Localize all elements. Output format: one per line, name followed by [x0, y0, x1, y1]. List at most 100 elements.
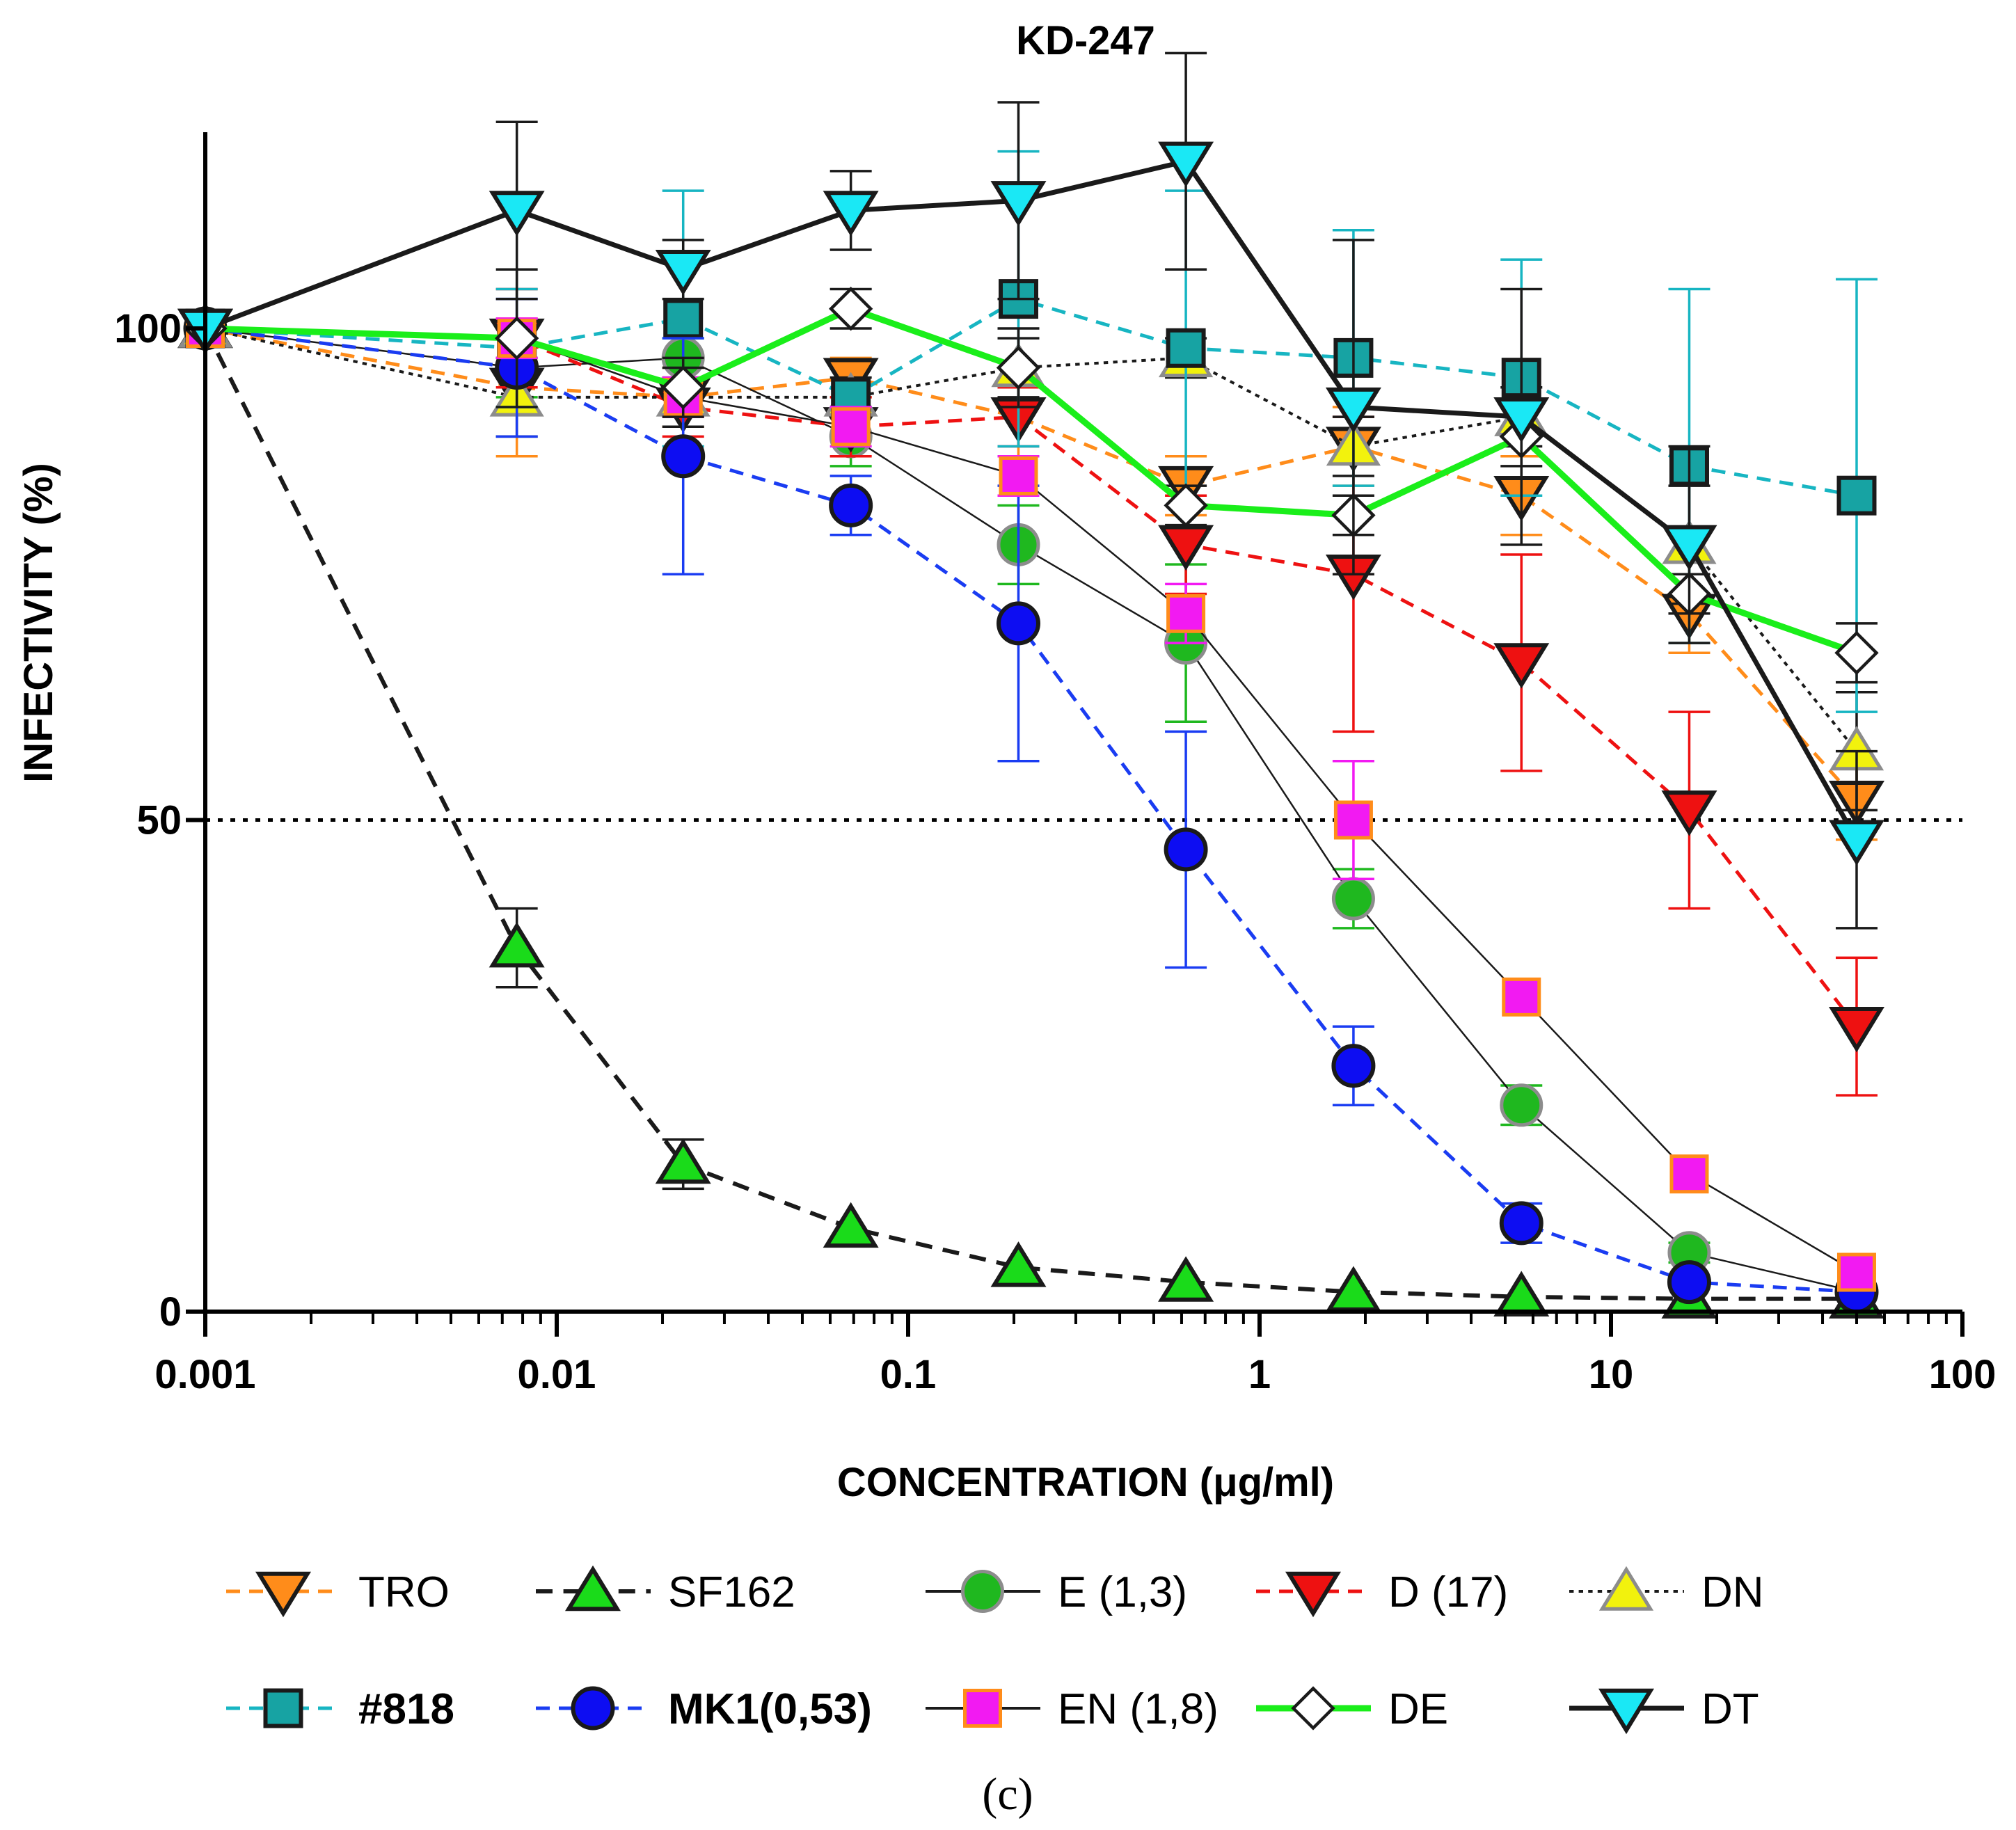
data-point	[655, 250, 711, 296]
axes-layer: 0 50 100 0.001 0.01 0.1 1 10 100	[114, 132, 1996, 1397]
x-tick-label: 10	[1589, 1352, 1634, 1397]
legend-marker	[263, 1688, 303, 1728]
legend-item-dt: DT	[1569, 1685, 1759, 1735]
legend-marker	[1291, 1686, 1335, 1730]
data-point	[1164, 827, 1208, 872]
legend: TRO SF162 E (1,3) D (17) DN #818 MK1(0,53) EN (…	[226, 1565, 1764, 1735]
data-point	[1836, 475, 1877, 516]
data-point	[489, 921, 545, 968]
data-point	[997, 601, 1041, 646]
data-point	[1158, 141, 1214, 188]
data-point	[1669, 1154, 1709, 1194]
data-point	[1502, 977, 1541, 1017]
series-line-dt	[204, 159, 1859, 841]
data-point	[1493, 1271, 1550, 1317]
legend-marker	[565, 1565, 621, 1612]
data-point	[489, 191, 545, 237]
series-line-de	[205, 305, 1858, 656]
data-point	[1158, 1256, 1214, 1302]
legend-label: TRO	[358, 1568, 450, 1616]
legend-item-sf162: SF162	[536, 1565, 795, 1616]
data-point	[990, 1241, 1047, 1287]
series-dt	[177, 51, 1884, 930]
data-point	[655, 1138, 711, 1184]
legend-marker	[961, 1570, 1004, 1613]
data-point	[996, 345, 1041, 390]
series-layer	[177, 51, 1884, 1319]
data-point	[661, 434, 706, 479]
data-point	[1331, 877, 1375, 921]
data-point	[1166, 594, 1206, 633]
data-point	[828, 287, 873, 331]
series-line-tro	[205, 326, 1858, 802]
data-point	[823, 191, 879, 237]
legend-label: MK1(0,53)	[668, 1685, 872, 1733]
data-point	[663, 299, 704, 339]
x-tick-label: 0.1	[880, 1352, 937, 1397]
data-point	[1661, 525, 1717, 571]
series-line-mk1-0-53	[205, 326, 1857, 1294]
series-line-sf162	[203, 327, 1857, 1301]
data-point	[1828, 820, 1884, 866]
x-tick-label: 100	[1929, 1352, 1997, 1397]
data-point	[990, 181, 1047, 227]
legend-marker	[963, 1689, 1002, 1728]
y-tick-label: 0	[159, 1289, 182, 1335]
legend-marker	[571, 1686, 615, 1730]
data-point	[831, 407, 871, 447]
data-point	[1500, 1083, 1543, 1127]
data-point	[1325, 1266, 1381, 1312]
data-point	[494, 316, 539, 360]
data-point	[1499, 1201, 1543, 1246]
data-point	[661, 365, 706, 410]
series-line-d-17	[205, 326, 1858, 1028]
legend-label: #818	[358, 1685, 454, 1733]
data-point	[823, 1202, 879, 1248]
legend-label: E (1,3)	[1058, 1568, 1187, 1616]
data-point	[1493, 397, 1550, 443]
legend-marker	[1285, 1571, 1341, 1618]
legend-marker	[1598, 1566, 1654, 1611]
data-point	[1325, 387, 1381, 433]
legend-label: DT	[1701, 1685, 1759, 1733]
legend-item-tro: TRO	[226, 1568, 450, 1618]
data-point	[1836, 1252, 1876, 1292]
legend-label: EN (1,8)	[1058, 1685, 1219, 1733]
legend-item-en-1-8: EN (1,8)	[926, 1685, 1219, 1733]
data-point	[1158, 525, 1214, 571]
data-point	[1331, 1044, 1376, 1088]
x-axis-title: CONCENTRATION (μg/ml)	[837, 1460, 1334, 1505]
legend-label: D (17)	[1388, 1568, 1508, 1616]
x-tick-label: 0.001	[154, 1352, 255, 1397]
series-de	[183, 268, 1879, 684]
data-point	[1667, 1260, 1711, 1305]
legend-label: DN	[1701, 1568, 1764, 1616]
legend-item-mk1-0-53: MK1(0,53)	[536, 1685, 872, 1733]
series-mk1-0-53	[183, 297, 1879, 1314]
legend-item-e-1-3: E (1,3)	[926, 1568, 1187, 1616]
legend-item-de: DE	[1256, 1685, 1448, 1733]
legend-item-dn: DN	[1569, 1566, 1764, 1616]
data-point	[999, 456, 1038, 495]
chart-title: KD-247	[1016, 18, 1155, 63]
legend-item-d-17: D (17)	[1256, 1568, 1508, 1618]
legend-marker	[255, 1571, 311, 1618]
data-point	[1164, 483, 1208, 528]
x-tick-label: 0.01	[518, 1352, 596, 1397]
data-point	[1493, 643, 1550, 689]
plot-area: 0 50 100 0.001 0.01 0.1 1 10 100	[114, 51, 1996, 1397]
data-point	[1661, 790, 1717, 836]
data-point	[1834, 630, 1879, 675]
panel-label: (c)	[982, 1769, 1033, 1820]
legend-marker	[1598, 1688, 1654, 1735]
legend-label: SF162	[668, 1568, 795, 1616]
series-d-17	[177, 287, 1884, 1097]
legend-item-818: #818	[226, 1685, 454, 1733]
x-tick-label: 1	[1248, 1352, 1271, 1397]
y-axis-title: INFECTIVITY (%)	[16, 463, 61, 783]
data-point	[1828, 1007, 1884, 1053]
legend-label: DE	[1388, 1685, 1448, 1733]
series-line-en-1-8	[205, 327, 1857, 1273]
y-tick-label: 50	[136, 798, 182, 843]
